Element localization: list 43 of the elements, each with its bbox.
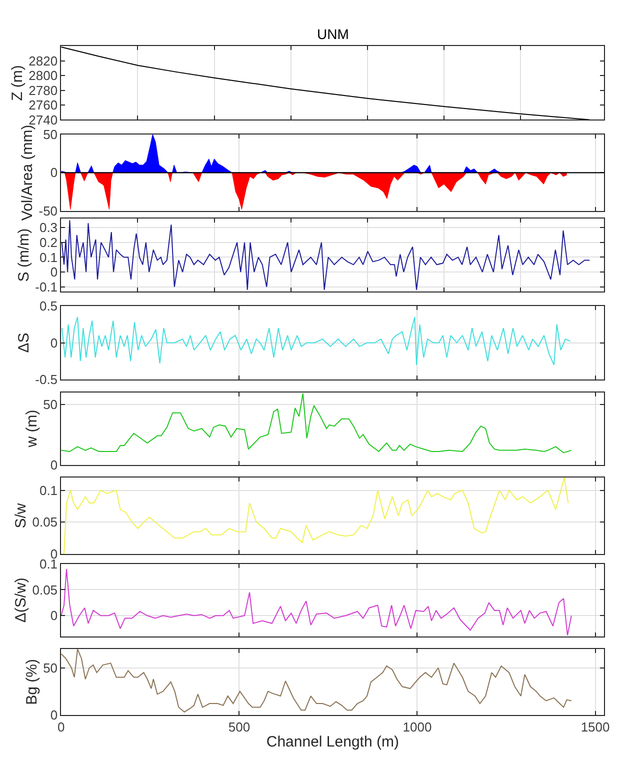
y-tick-label: 50 [43, 126, 58, 142]
y-tick-label: 0 [50, 608, 58, 624]
y-tick-label: 50 [43, 660, 58, 676]
line-series [61, 568, 572, 636]
y-axis-title: Δ(S/w) [12, 578, 30, 623]
y-tick-label: 0.1 [39, 482, 58, 498]
y-tick-label: 0 [50, 335, 58, 350]
y-axis-title: S/w [12, 503, 30, 528]
y-tick-label: 2760 [28, 98, 58, 113]
chart-title: UNM [317, 26, 349, 42]
y-tick-label: 0.05 [32, 514, 58, 530]
line-series [61, 316, 571, 366]
y-tick-label: 2820 [28, 53, 58, 68]
line-series [61, 392, 572, 454]
line-series [61, 478, 569, 554]
y-tick-label: 0 [50, 165, 58, 180]
y-tick-label: 0.2 [39, 234, 58, 250]
y-tick-label: -50 [38, 203, 58, 218]
y-tick-label: 2800 [28, 68, 58, 84]
y-axis-title: ΔS [15, 332, 32, 353]
x-tick-label: 1500 [580, 719, 610, 734]
x-axis-title: Channel Length (m) [266, 733, 399, 750]
y-tick-label: 0 [50, 264, 58, 280]
y-tick-label: -0.5 [35, 372, 58, 388]
y-axis-title: Vol/Area (mm) [19, 124, 36, 221]
y-tick-label: 0.1 [39, 250, 58, 265]
y-tick-label: 0 [50, 707, 58, 722]
y-axis-title: w (m) [23, 410, 40, 448]
y-tick-label: 0.05 [32, 582, 58, 598]
y-tick-label: 50 [43, 396, 58, 412]
line-series [61, 46, 590, 120]
line-series [61, 649, 572, 712]
y-tick-label: 0.5 [39, 298, 58, 314]
x-tick-label: 500 [228, 719, 250, 734]
y-axis-title: S (m/m) [15, 228, 32, 282]
y-tick-label: 0.3 [39, 220, 58, 236]
y-axis-title: Bg (%) [23, 659, 40, 705]
x-tick-label: 1000 [402, 719, 432, 734]
y-tick-label: 2780 [28, 82, 58, 98]
y-tick-label: -0.1 [35, 279, 58, 294]
line-series [61, 220, 590, 290]
y-tick-label: 0 [50, 457, 58, 472]
y-axis-title: Z (m) [8, 65, 26, 101]
